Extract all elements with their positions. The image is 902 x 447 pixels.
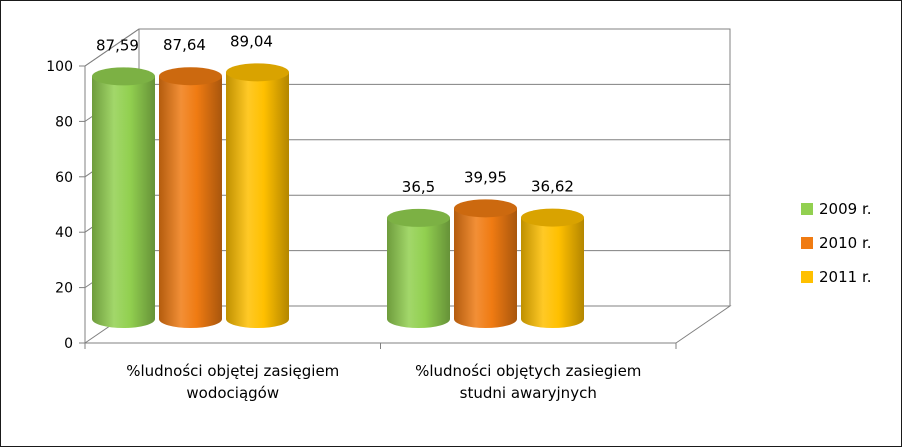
axes: [79, 65, 677, 349]
gridline-side: [84, 28, 140, 67]
category-label: %ludności objętych zasiegiem: [415, 362, 641, 380]
category-label: %ludności objętej zasięgiem: [126, 362, 339, 380]
category-label: studni awaryjnych: [460, 384, 597, 402]
bar-2-cat-2: [454, 208, 517, 328]
data-label: 87,64: [163, 36, 206, 54]
legend-label: 2009 r.: [819, 200, 872, 218]
y-tick-label: 80: [55, 114, 73, 130]
bar-top-3-cat-2: [521, 208, 584, 227]
category-labels: %ludności objętej zasięgiem wodociągów %lu…: [126, 362, 641, 402]
category-label: wodociągów: [186, 384, 279, 402]
bar-top-2-cat-1: [159, 67, 222, 86]
bar-3-cat-1: [226, 72, 289, 329]
legend: 2009 r. 2010 r. 2011 r.: [801, 200, 872, 286]
y-axis-ticks: 0 20 40 60 80 100: [46, 59, 73, 352]
y-tick-label: 100: [46, 59, 73, 75]
legend-item: 2010 r.: [801, 234, 872, 252]
data-label: 36,62: [531, 178, 574, 196]
bar-2-cat-1: [159, 76, 222, 328]
data-label: 39,95: [464, 168, 507, 186]
legend-label: 2011 r.: [819, 268, 872, 286]
bar-top-1-cat-2: [387, 208, 450, 227]
legend-label: 2010 r.: [819, 234, 872, 252]
bars: [92, 63, 584, 329]
bar-top-3-cat-1: [226, 63, 289, 82]
bar-1-cat-1: [92, 76, 155, 328]
bar-top-1-cat-1: [92, 67, 155, 86]
bar-1-cat-2: [387, 217, 450, 328]
data-labels: 87,59 87,64 89,04 36,5 39,95 36,62: [96, 32, 574, 196]
y-tick-label: 0: [64, 336, 73, 352]
data-label: 36,5: [402, 178, 435, 196]
legend-item: 2011 r.: [801, 268, 872, 286]
legend-swatch: [801, 271, 813, 283]
legend-swatch: [801, 203, 813, 215]
legend-item: 2009 r.: [801, 200, 872, 218]
data-label: 89,04: [230, 32, 273, 50]
legend-swatch: [801, 237, 813, 249]
data-label: 87,59: [96, 36, 139, 54]
y-tick-label: 20: [55, 281, 73, 297]
bar-top-2-cat-2: [454, 199, 517, 218]
y-tick-label: 60: [55, 170, 73, 186]
y-tick-label: 40: [55, 225, 73, 241]
bar-3-cat-2: [521, 217, 584, 328]
